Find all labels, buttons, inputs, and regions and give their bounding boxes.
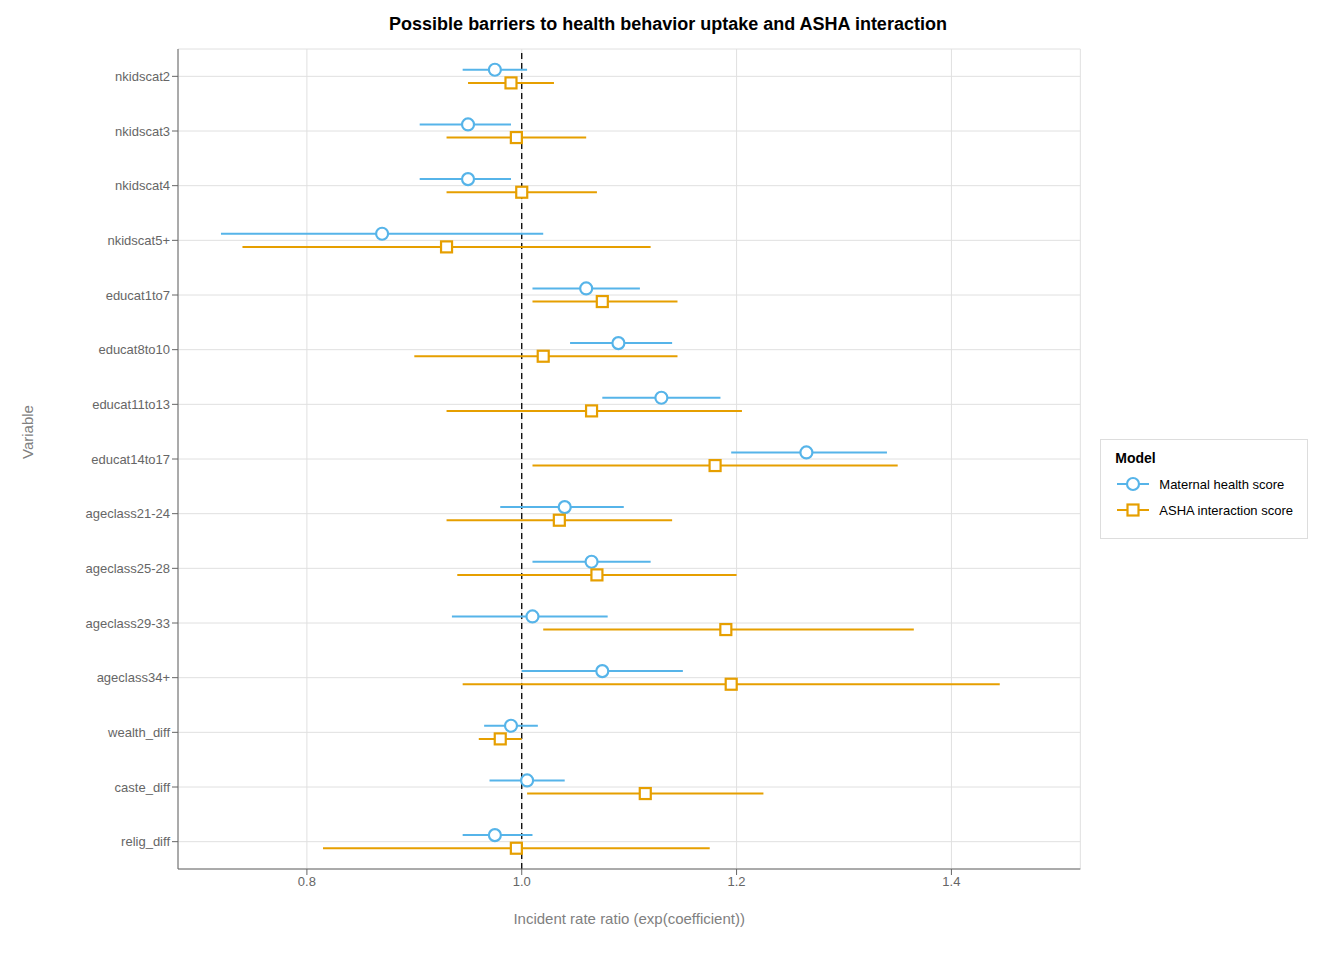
svg-text:educat1to7: educat1to7	[106, 288, 170, 303]
svg-text:Variable: Variable	[19, 405, 36, 459]
svg-text:ageclass29-33: ageclass29-33	[85, 616, 170, 631]
svg-text:nkidscat2: nkidscat2	[115, 69, 170, 84]
svg-text:ageclass21-24: ageclass21-24	[85, 506, 170, 521]
svg-text:educat8to10: educat8to10	[98, 342, 170, 357]
svg-text:relig_diff: relig_diff	[121, 834, 170, 849]
svg-text:nkidscat3: nkidscat3	[115, 124, 170, 139]
html-text:Model: Model	[1115, 450, 1156, 466]
svg-text:educat14to17: educat14to17	[91, 452, 170, 467]
svg-text:1.0: 1.0	[513, 874, 531, 889]
html-text:Maternal health score: Maternal health score	[1159, 476, 1285, 492]
svg-text:caste_diff: caste_diff	[115, 780, 171, 795]
svg-text:1.4: 1.4	[942, 874, 960, 889]
svg-text:0.8: 0.8	[298, 874, 316, 889]
svg-text:nkidscat4: nkidscat4	[115, 178, 170, 193]
svg-text:educat11to13: educat11to13	[92, 397, 170, 412]
svg-text:nkidscat5+: nkidscat5+	[107, 233, 170, 248]
html-text:ASHA interaction score: ASHA interaction score	[1159, 502, 1293, 518]
svg-text:1.2: 1.2	[728, 874, 746, 889]
svg-text:Incident rate ratio (exp(coeff: Incident rate ratio (exp(coefficient))	[513, 910, 745, 927]
svg-text:wealth_diff: wealth_diff	[107, 725, 170, 740]
svg-text:ageclass25-28: ageclass25-28	[85, 561, 170, 576]
svg-text:ageclass34+: ageclass34+	[97, 670, 170, 685]
html-text:Possible barriers to health be: Possible barriers to health behavior upt…	[389, 14, 947, 34]
